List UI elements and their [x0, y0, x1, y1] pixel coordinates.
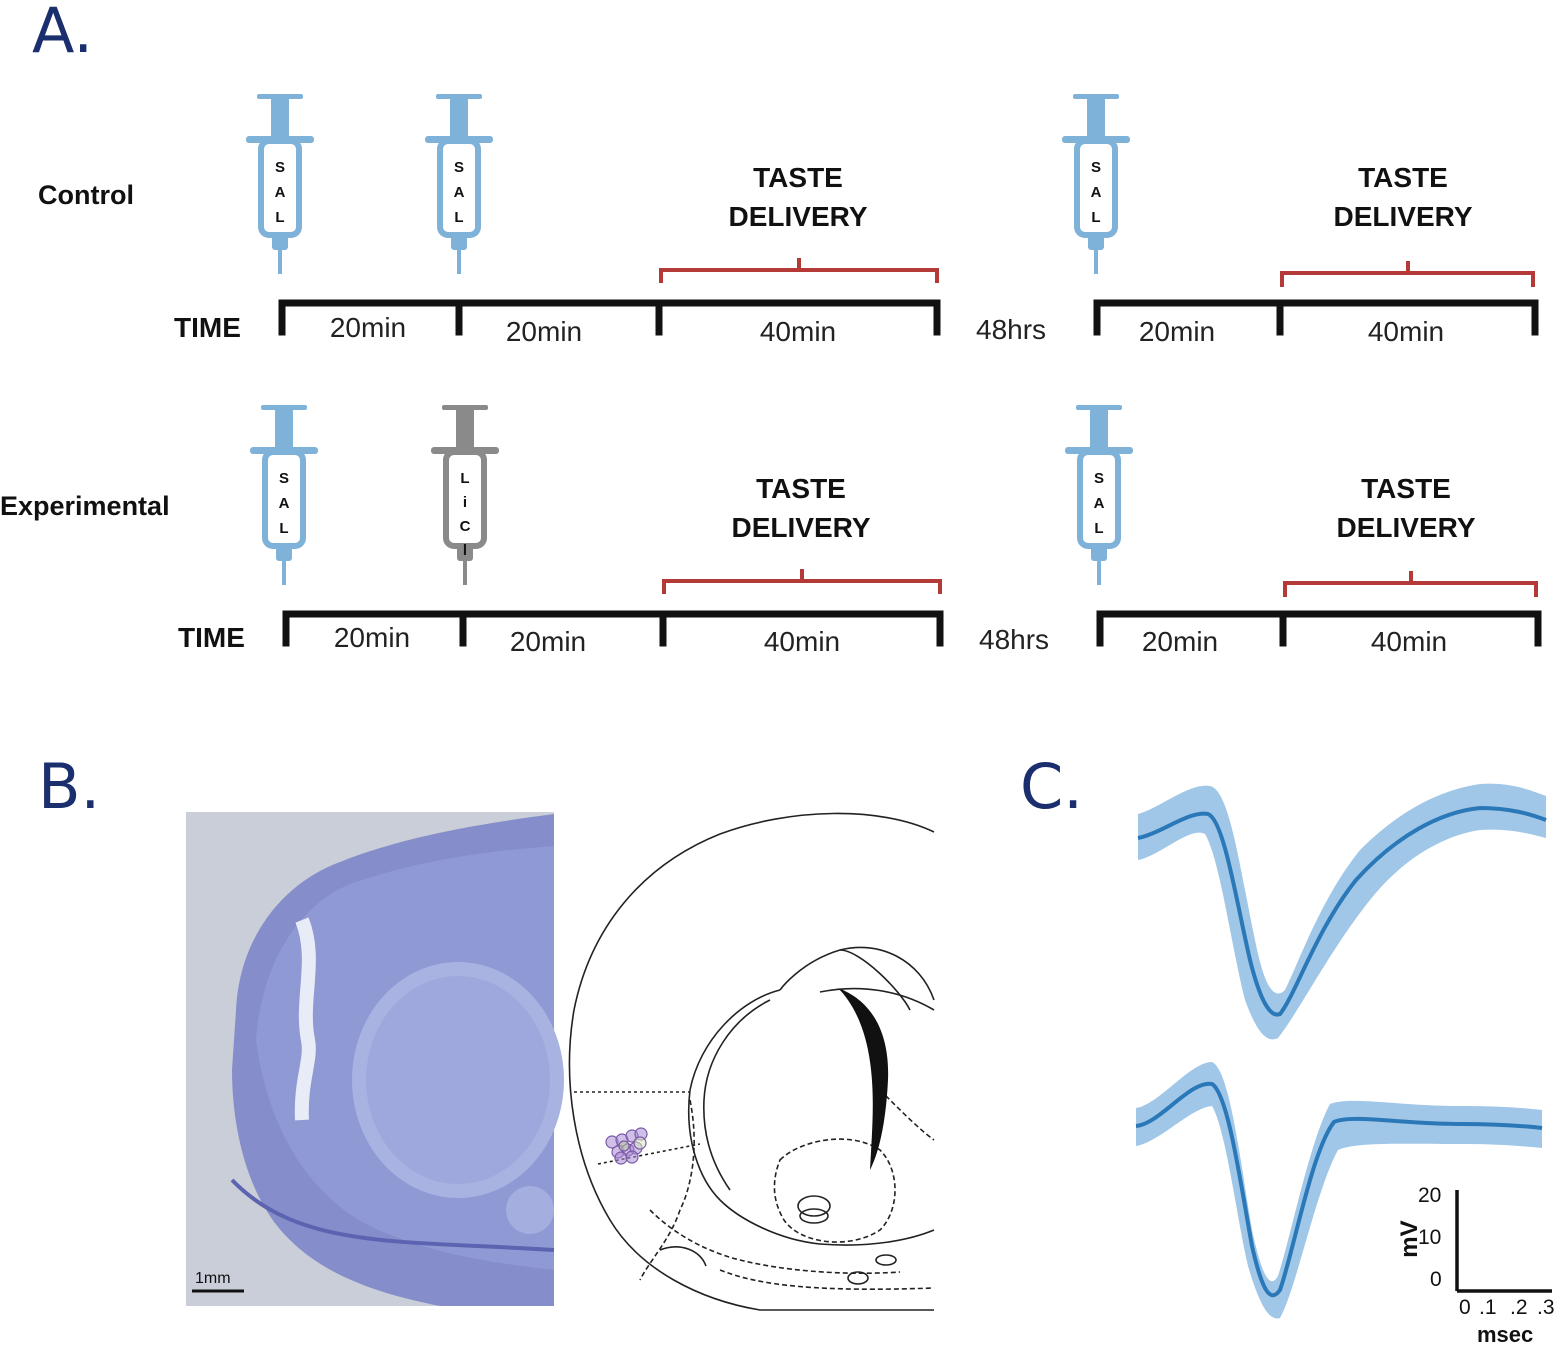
segment-label: 20min [333, 622, 411, 653]
panel-label-c: C. [1020, 750, 1083, 823]
syringe-letter: S [1094, 470, 1104, 487]
segment-label: 20min [329, 312, 407, 343]
segment-label: 40min [763, 626, 841, 657]
segment-label: 40min [759, 316, 837, 347]
segment-label: 20min [1138, 316, 1216, 347]
syringe-letter: L [460, 470, 469, 487]
segment-label: 20min [1141, 626, 1219, 657]
row-label-control: Control [38, 180, 134, 210]
taste-label-line2: DELIVERY [728, 201, 868, 232]
x-axis-label: msec [1477, 1322, 1534, 1347]
taste-label-line2: DELIVERY [1333, 201, 1473, 232]
recording-site-markers [605, 1127, 648, 1165]
syringe-letter: L [275, 209, 284, 226]
waveform-bottom-band [1136, 1062, 1542, 1319]
syringe-letter: A [454, 184, 465, 201]
syringe-letter: S [1091, 159, 1101, 176]
syringe-letter: S [454, 159, 464, 176]
syringe-letter: L [279, 520, 288, 537]
x-tick-label: .3 [1537, 1296, 1555, 1319]
syringe-letter: C [460, 518, 471, 535]
taste-delivery-label: TASTE DELIVERY [668, 158, 928, 236]
taste-delivery-label: TASTE DELIVERY [1276, 469, 1536, 547]
taste-label-line2: DELIVERY [731, 512, 871, 543]
y-tick-label: 10 [1418, 1226, 1442, 1249]
syringe-letter: l [463, 542, 467, 559]
taste-label-line1: TASTE [1361, 473, 1451, 504]
waveform-top [1137, 783, 1547, 1040]
x-tick-label: .2 [1510, 1296, 1528, 1319]
taste-label-line1: TASTE [756, 473, 846, 504]
saline-syringe-icon: SAL [250, 405, 318, 585]
saline-syringe-icon: SAL [425, 94, 493, 274]
syringe-letter: S [275, 159, 285, 176]
saline-syringe-icon: SAL [246, 94, 314, 274]
y-tick-label: 0 [1430, 1268, 1442, 1291]
row-label-experimental: Experimental [0, 491, 170, 521]
x-tick-label: .1 [1479, 1296, 1497, 1319]
y-tick-label: 20 [1418, 1184, 1442, 1207]
saline-syringe-icon: SAL [1065, 405, 1133, 585]
waveform-top-band [1138, 783, 1546, 1040]
histology-image [186, 812, 564, 1306]
timeline-experimental [282, 610, 1542, 647]
voltage-time-scale-axes [1455, 1190, 1552, 1293]
taste-bracket [659, 258, 1538, 597]
panel-label-b: B. [38, 750, 101, 823]
taste-label-line1: TASTE [753, 162, 843, 193]
syringe-letter: L [454, 209, 463, 226]
waveform-bottom [1135, 1062, 1543, 1319]
syringe-letter: A [1091, 184, 1102, 201]
syringe-letter: A [1094, 495, 1105, 512]
time-label-experimental: TIME [178, 622, 245, 653]
gap-label: 48hrs [979, 624, 1050, 655]
timeline-control [278, 299, 1539, 336]
waveform-top-mean [1137, 805, 1547, 1017]
taste-label-line2: DELIVERY [1336, 512, 1476, 543]
syringe-letter: A [279, 495, 290, 512]
scale-bar-label: 1mm [195, 1270, 231, 1287]
segment-label: 20min [509, 626, 587, 657]
taste-delivery-label: TASTE DELIVERY [1273, 158, 1533, 236]
syringe-letter: S [279, 470, 289, 487]
time-label-control: TIME [174, 312, 241, 343]
saline-syringe-icon: SAL [1062, 94, 1130, 274]
atlas-ventricle [838, 988, 889, 1170]
syringe-letter: L [1094, 520, 1103, 537]
syringe-letter: L [1091, 209, 1100, 226]
segment-label: 20min [505, 316, 583, 347]
gap-label: 48hrs [976, 314, 1047, 345]
syringe-letter: i [463, 494, 467, 511]
atlas-schematic [568, 812, 935, 1311]
taste-label-line1: TASTE [1358, 162, 1448, 193]
x-tick-label: 0 [1459, 1296, 1471, 1319]
waveform-bottom-mean [1135, 1081, 1543, 1298]
segment-label: 40min [1370, 626, 1448, 657]
taste-delivery-label: TASTE DELIVERY [671, 469, 931, 547]
syringe-letter: A [275, 184, 286, 201]
panel-label-a: A. [32, 0, 94, 67]
segment-label: 40min [1367, 316, 1445, 347]
